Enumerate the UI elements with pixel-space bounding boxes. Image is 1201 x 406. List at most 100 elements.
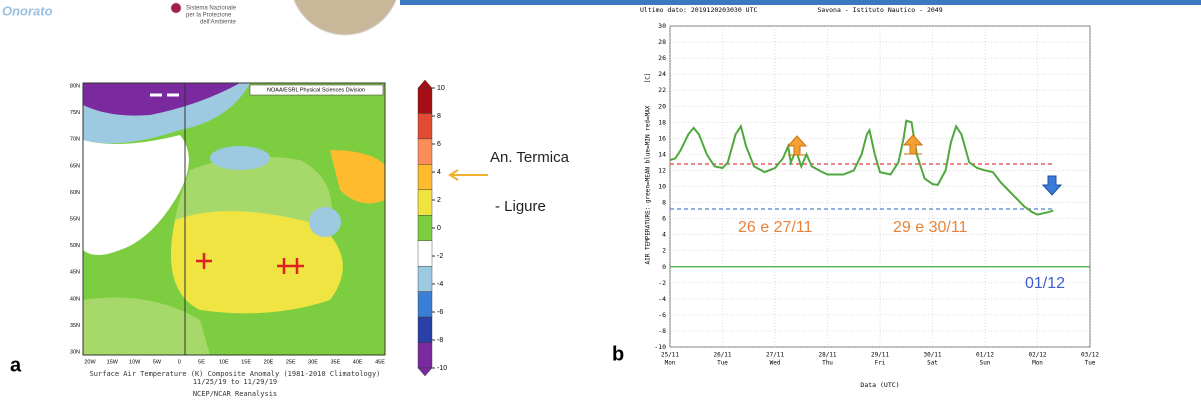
y-tick-label: 20 [658,102,666,110]
panel-label: b [612,343,624,365]
lon-label: 15E [241,359,251,365]
lat-label: 65N [70,163,80,169]
lon-label: 40E [353,359,363,365]
colorbar-band [417,240,433,267]
lon-label: 15W [107,359,119,365]
lat-label: 50N [70,243,80,249]
lon-label: 25E [286,359,296,365]
x-tick-day: Sat [927,360,938,367]
x-tick-day: Tue [1085,360,1096,367]
down-arrow [1041,175,1063,196]
x-tick-label: 25/11 [661,352,679,359]
colorbar-end [417,367,433,377]
y-tick-label: -6 [658,311,666,319]
up-arrow [786,135,808,156]
y-tick-label: 2 [662,247,666,255]
chart-title: Savona - Istituto Nautico - 2049 [817,6,942,14]
lat-label: 45N [70,270,80,276]
colorbar-band [417,189,433,216]
annotation: 26 e 27/11 [738,219,813,236]
brand: Onorato [2,3,53,18]
panel-label: a [10,354,22,376]
y-tick-label: -2 [658,279,666,287]
colorbar-band [417,138,433,165]
colorbar-band [417,316,433,343]
lon-label: 5W [153,359,162,365]
colorbar-band [417,215,433,241]
colorbar-end [417,79,433,89]
map-header: NOAA/ESRL Physical Sciences Division [267,87,365,93]
colorbar-band [417,265,433,292]
note: An. Termica [490,149,570,166]
colorbar-tick-label: 0 [437,225,441,232]
lat-label: 40N [70,296,80,302]
lat-label: 80N [70,83,80,89]
map-area [83,83,240,116]
y-tick-label: 10 [658,183,666,191]
y-tick-label: 30 [658,22,666,30]
x-tick-label: 28/11 [818,352,836,359]
logo-text: per la Protezione [186,13,232,19]
series-line [669,119,1054,216]
colorbar-tick-label: -6 [437,309,443,316]
logo-icon [171,3,181,13]
y-tick-label: 12 [658,166,666,174]
y-tick-label: 6 [662,215,666,223]
y-tick-label: -8 [658,327,666,335]
x-tick-label: 29/11 [871,352,889,359]
map-area [83,135,189,255]
y-tick-label: -10 [654,343,666,351]
map-area [309,207,341,237]
x-tick-label: 02/12 [1028,352,1046,359]
y-tick-label: 18 [658,118,666,126]
colorbar-tick-label: 10 [437,85,445,92]
x-tick-label: 30/11 [923,352,941,359]
lat-label: 30N [70,349,80,355]
y-unit: [C] [645,73,652,84]
up-arrow [902,134,924,155]
lon-label: 35E [330,359,340,365]
x-tick-label: 26/11 [713,352,731,359]
red-cross [196,253,304,274]
lon-label: 20W [84,359,96,365]
y-tick-label: 24 [658,70,666,78]
colorbar-tick-label: 8 [437,113,441,120]
lon-label: 10E [219,359,229,365]
y-tick-label: 22 [658,86,666,94]
y-tick-label: 28 [658,38,666,46]
lon-labels: 20W 15W 10W 5W 0 5E 10E 15E 20E 25E 30E 35E 40E 45E [84,359,385,365]
lat-label: 35N [70,323,80,329]
colorbar-tick-label: 4 [437,169,441,176]
colorbar-tick-label: 2 [437,197,441,204]
x-tick-day: Thu [822,360,833,367]
lat-labels: 80N 75N 70N 65N 60N 55N 50N 45N 40N 35N 30N [70,83,80,355]
lon-label: 45E [375,359,385,365]
lat-label: 75N [70,110,80,116]
y-tick-label: 16 [658,134,666,142]
map-area [210,146,270,170]
map-header-box [249,84,384,96]
colorbar-tick-label: -8 [437,337,443,344]
x-tick-day: Mon [665,360,676,367]
colorbar-tick-label: -10 [437,365,447,372]
plot: -10-8-6-4-202468101214161820222426283025… [654,22,1099,367]
x-tick-label: 27/11 [766,352,784,359]
lon-label: 20E [264,359,274,365]
colorbar-band [417,342,433,369]
colorbar-band [417,291,433,318]
caption: Surface Air Temperature (K) Composite An… [90,370,381,378]
colorbar-band [417,87,433,114]
caption: 11/25/19 to 11/29/19 [193,378,277,386]
lon-label: 5E [198,359,205,365]
annotation: 01/12 [1025,275,1065,292]
map-frame [82,82,386,356]
lat-label: 55N [70,216,80,222]
logo-text: dell'Ambiente [200,20,236,26]
x-tick-day: Mon [1032,360,1043,367]
map-area [83,297,210,355]
lon-label: 0 [178,359,181,365]
note: - Ligure [495,198,546,215]
x-axis-label: Data (UTC) [860,381,899,389]
y-tick-label: 0 [662,263,666,271]
map: NOAA/ESRL Physical Sciences Division [82,82,386,356]
